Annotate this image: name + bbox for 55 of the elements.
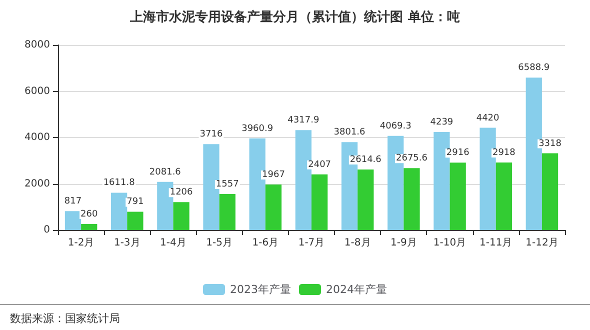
- x-tick-label: 1-8月: [344, 238, 371, 248]
- bar: [496, 162, 512, 230]
- bar: [265, 184, 282, 230]
- bar: [111, 192, 128, 230]
- data-label: 791: [126, 197, 144, 208]
- bar: [358, 170, 374, 230]
- x-tick-label: 1-4月: [160, 238, 186, 248]
- data-label: 2916: [446, 148, 470, 158]
- data-label: 4239: [430, 117, 454, 128]
- bar: [81, 224, 98, 230]
- data-label: 1967: [262, 170, 285, 180]
- data-label: 2081.6: [149, 167, 182, 178]
- data-label: 4069.3: [380, 121, 412, 132]
- data-label: 2407: [308, 160, 332, 170]
- x-tick-label: 1-3月: [114, 238, 140, 248]
- data-label: 1206: [170, 188, 194, 198]
- y-tick-label: 8000: [24, 40, 50, 50]
- bar: [404, 168, 420, 230]
- y-tick-label: 2000: [24, 178, 50, 190]
- y-tick-label: 0: [44, 224, 50, 236]
- legend-label: 2023年产量: [230, 283, 292, 296]
- data-label: 260: [80, 209, 98, 220]
- data-label: 2918: [492, 148, 516, 158]
- data-label: 3318: [538, 138, 562, 149]
- bar: [450, 162, 466, 230]
- data-label: 2614.6: [350, 155, 382, 166]
- data-label: 4420: [476, 113, 500, 124]
- bar: [173, 202, 190, 230]
- data-label: 3960.9: [242, 124, 274, 134]
- bar: [542, 153, 558, 230]
- data-label: 6588.9: [518, 63, 550, 74]
- x-tick-label: 1-12月: [526, 238, 558, 248]
- y-tick-label: 4000: [24, 132, 50, 143]
- data-label: 3801.6: [334, 128, 366, 138]
- chart-title: 上海市水泥专用设备产量分月（累计值）统计图 单位：吨: [129, 9, 460, 25]
- y-tick-label: 6000: [24, 86, 50, 97]
- data-label: 2675.6: [396, 154, 428, 164]
- legend-label: 2024年产量: [326, 283, 387, 296]
- data-label: 817: [64, 196, 82, 207]
- x-tick-label: 1-2月: [68, 238, 94, 248]
- bar: [64, 211, 82, 230]
- x-tick-label: 1-6月: [252, 238, 279, 248]
- data-label: 3716: [200, 130, 223, 140]
- x-tick-label: 1-9月: [390, 238, 417, 248]
- bar: [127, 212, 144, 230]
- bar: [219, 194, 236, 230]
- x-tick-label: 1-10月: [433, 238, 466, 248]
- x-tick-label: 1-11月: [480, 238, 512, 248]
- data-label: 4317.9: [288, 116, 320, 126]
- x-tick-label: 1-5月: [206, 238, 232, 248]
- data-label: 1557: [216, 179, 239, 190]
- x-tick-label: 1-7月: [298, 238, 325, 248]
- source-note: 数据来源：国家统计局: [10, 312, 120, 325]
- bar: [312, 174, 328, 230]
- data-label: 1611.8: [103, 178, 136, 188]
